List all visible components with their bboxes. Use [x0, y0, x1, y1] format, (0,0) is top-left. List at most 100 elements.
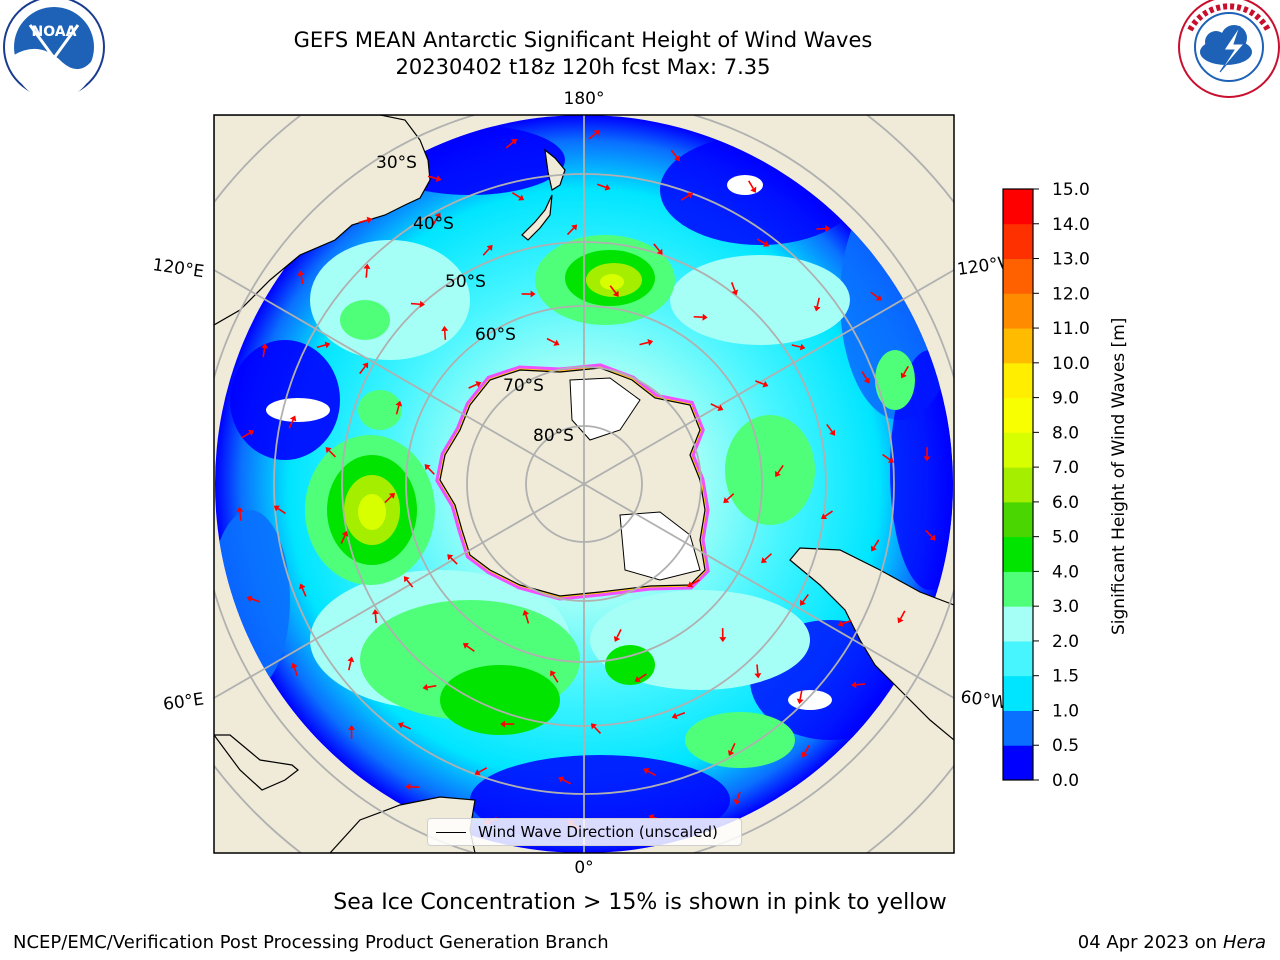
- wave-arrow-head: [462, 643, 470, 649]
- wave-arrow-head: [246, 595, 253, 603]
- wave-arrow-head: [388, 492, 395, 499]
- wave-arrow-shaft: [680, 194, 690, 201]
- wave-arrow-shaft: [432, 216, 439, 226]
- lon-label-0: 0°: [574, 858, 593, 878]
- wave-arrow-head: [348, 724, 356, 730]
- wave-arrow-shaft: [365, 268, 368, 278]
- australia: [214, 115, 431, 326]
- wave-arrow-shaft: [374, 613, 378, 624]
- wave-arrow-shaft: [395, 405, 400, 415]
- wave-arrow-head: [863, 377, 870, 384]
- wave-arrow-head: [403, 576, 410, 583]
- wave-arrow-shaft: [777, 465, 784, 474]
- wave-arrow-head: [800, 599, 806, 606]
- wave-arrow-shaft: [609, 285, 617, 294]
- wave-arrow-head: [702, 313, 708, 321]
- wave-arrow-head: [419, 300, 425, 308]
- wave-arrow-head: [604, 184, 611, 191]
- wave-arrow-head: [723, 497, 730, 504]
- wave-arrow-head: [887, 456, 894, 463]
- colorbar-swatch: [1003, 467, 1033, 503]
- wave-arrow-shaft: [647, 770, 657, 777]
- wave-arrow-head: [510, 138, 517, 145]
- wave-arrow-shaft: [842, 619, 852, 625]
- wave-arrow-shaft: [676, 712, 686, 717]
- wave-arrow-shaft: [736, 791, 741, 801]
- wave-arrow-shaft: [450, 557, 458, 565]
- wave-arrow-head: [825, 225, 831, 233]
- wave-arrow-shaft: [755, 380, 765, 385]
- lat-label-50s: 50°S: [445, 272, 486, 292]
- footer-host: Hera: [1222, 932, 1266, 953]
- wave-arrow-head: [634, 676, 641, 682]
- wave-arrow-shaft: [597, 183, 607, 189]
- wave-arrow-shaft: [726, 493, 735, 501]
- wave-arrow-shaft: [241, 432, 251, 439]
- lat-label-60s: 60°S: [475, 325, 516, 345]
- colorbar-swatch: [1003, 710, 1033, 746]
- colorbar-swatch: [1003, 536, 1033, 572]
- wave-arrow-head: [236, 506, 244, 513]
- wave-arrow-shaft: [552, 674, 559, 683]
- chart-title: GEFS MEAN Antarctic Significant Height o…: [293, 28, 873, 52]
- wave-arrow-shaft: [384, 495, 392, 504]
- colorbar-swatch: [1003, 675, 1033, 711]
- wave-arrow-shaft: [511, 192, 521, 199]
- wave-arrow-head: [299, 583, 306, 590]
- wave-arrow-shaft: [427, 467, 435, 475]
- wave-arrow-head: [435, 175, 442, 182]
- colorbar-tick-label: 4.0: [1052, 562, 1079, 582]
- wave-arrow-head: [733, 799, 741, 806]
- wave-arrow-head: [447, 554, 454, 561]
- wave-arrow-head: [290, 662, 298, 669]
- colorbar-swatch: [1003, 640, 1033, 677]
- colorbar-tick-label: 5.0: [1052, 528, 1079, 548]
- wave-arrow-head: [687, 581, 694, 588]
- wave-arrow-head: [796, 698, 804, 705]
- colorbar-tick-label: 14.0: [1052, 215, 1090, 235]
- wave-arrow-shaft: [616, 629, 622, 638]
- wave-arrow-shaft: [756, 238, 766, 245]
- wave-arrow-head: [870, 545, 877, 552]
- wave-arrow-shaft: [347, 661, 352, 671]
- wave-arrow-head: [717, 404, 724, 411]
- colorbar-swatch: [1003, 606, 1033, 642]
- wave-arrow-shaft: [406, 579, 414, 588]
- colorbar-tick-label: 3.0: [1052, 597, 1079, 617]
- colorbar-tick-label: 1.0: [1052, 701, 1079, 721]
- lat-label-80s: 80°S: [533, 426, 574, 446]
- wave-arrow-shaft: [410, 302, 421, 306]
- legend-label: Wind Wave Direction (unscaled): [478, 823, 718, 841]
- wave-arrow-shaft: [262, 348, 266, 358]
- wave-arrow-head: [424, 464, 431, 471]
- wave-arrow-shaft: [856, 683, 866, 686]
- sea-ice-caption: Sea Ice Concentration > 15% is shown in …: [333, 890, 947, 915]
- lon-label-60e: 60°E: [162, 689, 205, 714]
- wave-arrow-shaft: [870, 291, 879, 299]
- colorbar-tick-label: 1.5: [1052, 667, 1079, 687]
- colorbar-tick-label: 15.0: [1052, 180, 1090, 200]
- wave-arrow-shaft: [593, 726, 602, 735]
- wave-arrow-shaft: [427, 175, 437, 180]
- wave-arrow-head: [674, 155, 681, 162]
- map-frame: [213, 114, 955, 854]
- colorbar-swatch: [1003, 745, 1033, 781]
- wave-arrow-shaft: [730, 742, 736, 752]
- wave-arrow-head: [687, 192, 694, 199]
- wave-arrow-head: [297, 270, 305, 276]
- wind-wave-arrows: [236, 130, 936, 830]
- wave-arrow-head: [363, 263, 371, 270]
- colorbar-swatch: [1003, 397, 1033, 433]
- wave-arrow-shaft: [670, 149, 678, 158]
- wave-arrow-head: [754, 673, 762, 679]
- lat-label-40s: 40°S: [413, 214, 454, 234]
- colorbar-swatch: [1003, 362, 1033, 399]
- wave-arrow-head: [500, 720, 506, 728]
- wave-arrow-shaft: [239, 511, 242, 521]
- wave-arrow-shaft: [747, 180, 754, 189]
- colorbar-tick-label: 10.0: [1052, 354, 1090, 374]
- wave-arrow-shaft: [525, 614, 530, 624]
- wave-arrow-shaft: [358, 219, 368, 224]
- wave-arrow-shaft: [816, 297, 821, 307]
